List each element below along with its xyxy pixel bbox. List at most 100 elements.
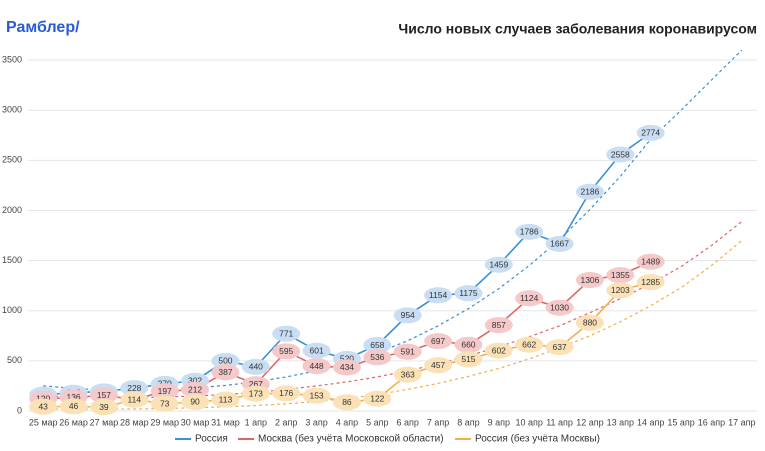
- data-label: 457: [431, 360, 445, 370]
- data-label: 536: [370, 352, 384, 362]
- x-tick-label: 30 мар: [181, 417, 210, 427]
- legend-label: Москва (без учёта Московской области): [258, 433, 444, 445]
- x-tick-label: 14 апр: [637, 417, 664, 427]
- data-label: 1355: [611, 270, 630, 280]
- x-tick-label: 4 апр: [336, 417, 358, 427]
- x-tick-label: 29 мар: [150, 417, 179, 427]
- y-tick-label: 3000: [2, 105, 22, 115]
- data-label: 1175: [459, 288, 478, 298]
- legend-label: Россия: [195, 434, 228, 445]
- data-label-bubble: [484, 317, 513, 334]
- x-tick-label: 2 апр: [275, 417, 297, 427]
- data-label-bubble: [302, 342, 331, 359]
- data-label: 2186: [580, 187, 599, 197]
- data-label-bubble: [363, 390, 392, 407]
- data-label: 1154: [429, 290, 448, 300]
- data-label-bubble: [150, 383, 179, 400]
- data-label: 515: [461, 354, 475, 364]
- y-tick-label: 1000: [2, 305, 22, 315]
- data-label-bubble: [636, 124, 665, 141]
- logo: Рамблер/: [6, 19, 80, 36]
- data-label: 660: [461, 340, 475, 350]
- data-label-bubble: [575, 314, 604, 331]
- data-label-bubble: [59, 398, 88, 415]
- data-label: 602: [492, 345, 506, 355]
- data-label-bubble: [636, 253, 665, 270]
- data-label: 1030: [550, 302, 569, 312]
- data-label: 90: [190, 397, 200, 407]
- legend-label: Россия (без учёта Москвы): [475, 433, 600, 445]
- data-label: 1306: [580, 275, 599, 285]
- x-tick-label: 16 апр: [698, 417, 725, 427]
- data-label-bubble: [454, 336, 483, 353]
- data-label: 302: [188, 375, 202, 385]
- data-label: 591: [401, 346, 415, 356]
- data-label-bubble: [454, 351, 483, 368]
- data-label: 39: [99, 402, 109, 412]
- data-label: 136: [66, 392, 80, 402]
- data-label-bubble: [575, 183, 604, 200]
- data-label-bubble: [393, 366, 422, 383]
- x-tick-label: 3 апр: [305, 417, 327, 427]
- data-label-bubble: [606, 282, 635, 299]
- x-tick-label: 15 апр: [667, 417, 694, 427]
- data-label: 228: [127, 383, 141, 393]
- data-label: 197: [158, 386, 172, 396]
- data-label: 520: [340, 354, 354, 364]
- data-label: 1667: [550, 239, 569, 249]
- data-label-bubble: [272, 325, 301, 342]
- data-label-bubble: [606, 267, 635, 284]
- data-label-bubble: [515, 223, 544, 240]
- data-label-bubble: [363, 349, 392, 366]
- data-label: 43: [38, 401, 48, 411]
- x-tick-label: 26 мар: [59, 417, 88, 427]
- data-label: 857: [492, 320, 506, 330]
- y-tick-label: 0: [17, 405, 22, 415]
- data-label-bubble: [211, 364, 240, 381]
- data-label: 440: [249, 362, 263, 372]
- data-label: 662: [522, 339, 536, 349]
- data-label: 1124: [520, 293, 539, 303]
- x-tick-label: 9 апр: [488, 417, 510, 427]
- trendline: [43, 221, 743, 399]
- data-label-bubble: [606, 146, 635, 163]
- y-tick-label: 2500: [2, 155, 22, 165]
- data-label: 113: [219, 394, 233, 404]
- data-label: 448: [309, 361, 323, 371]
- data-label-bubble: [120, 380, 149, 397]
- data-label-bubble: [545, 299, 574, 316]
- data-label: 658: [370, 340, 384, 350]
- data-label-bubble: [393, 307, 422, 324]
- y-tick-label: 500: [7, 355, 22, 365]
- data-label-bubble: [545, 235, 574, 252]
- data-label-bubble: [241, 358, 270, 375]
- series-line: [43, 260, 652, 401]
- data-label: 697: [431, 336, 445, 346]
- x-tick-label: 25 мар: [29, 417, 58, 427]
- data-label-bubble: [515, 336, 544, 353]
- data-label: 1285: [641, 277, 660, 287]
- data-label-bubble: [29, 398, 58, 415]
- data-label-bubble: [302, 358, 331, 375]
- y-tick-label: 2000: [2, 205, 22, 215]
- data-label: 1203: [611, 285, 630, 295]
- x-tick-label: 1 апр: [245, 417, 267, 427]
- data-label: 771: [279, 328, 293, 338]
- y-tick-label: 1500: [2, 255, 22, 265]
- data-label: 363: [401, 369, 415, 379]
- chart-title: Число новых случаев заболевания коронави…: [398, 21, 757, 37]
- data-label-bubble: [120, 391, 149, 408]
- data-label-bubble: [454, 285, 483, 302]
- data-label: 153: [309, 390, 323, 400]
- data-label-bubble: [515, 290, 544, 307]
- data-label-bubble: [89, 399, 118, 416]
- data-label-bubble: [484, 256, 513, 273]
- data-label-bubble: [332, 394, 361, 411]
- data-label-bubble: [211, 352, 240, 369]
- data-label: 880: [583, 318, 597, 328]
- data-label-bubble: [484, 342, 513, 359]
- x-tick-label: 6 апр: [396, 417, 418, 427]
- data-label-bubble: [332, 359, 361, 376]
- data-label-bubble: [424, 287, 453, 304]
